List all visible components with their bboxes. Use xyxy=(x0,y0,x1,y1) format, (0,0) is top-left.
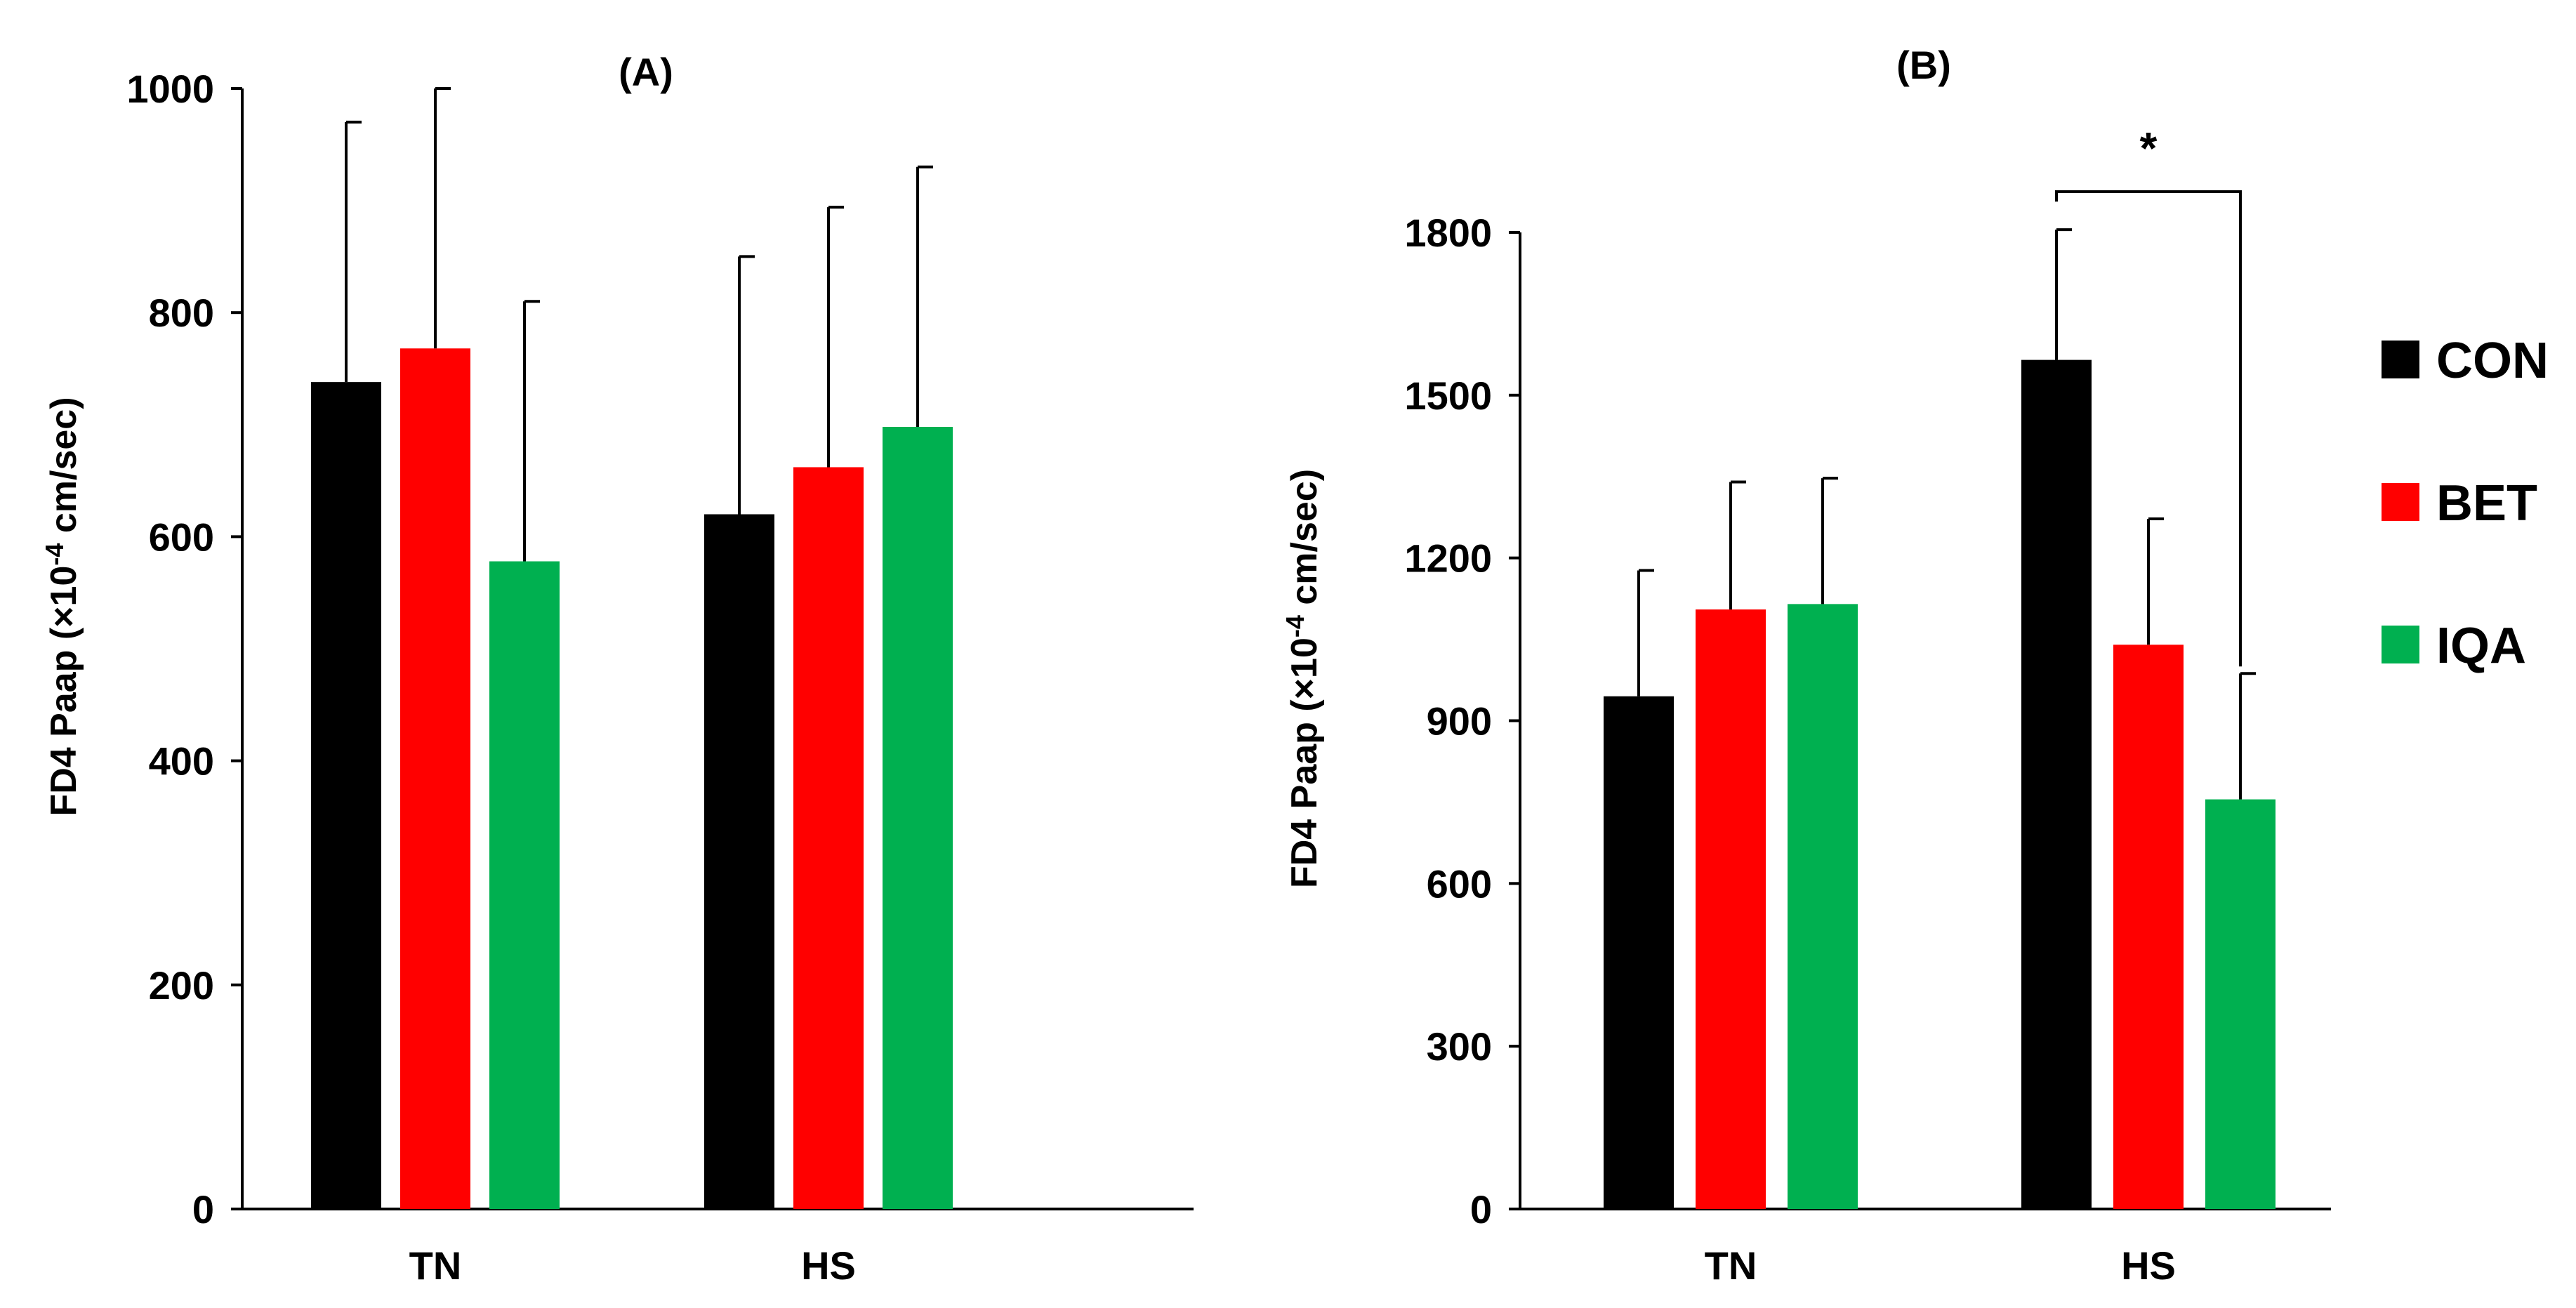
b-y-tick-label-0: 0 xyxy=(1470,1187,1492,1231)
b-bar-iqa-tn xyxy=(1788,604,1858,1209)
a-bar-con-tn xyxy=(311,382,381,1209)
a-bar-iqa-tn xyxy=(489,561,560,1209)
a-y-tick-label-800: 800 xyxy=(149,291,214,335)
b-bar-bet-hs xyxy=(2113,645,2184,1209)
a-y-tick-label-400: 400 xyxy=(149,739,214,784)
legend-swatch-iqa xyxy=(2382,626,2419,663)
b-y-axis-label-main: FD4 Paap (×10 xyxy=(1284,638,1325,888)
b-y-tick-label-300: 300 xyxy=(1427,1024,1492,1069)
a-bar-iqa-hs xyxy=(883,426,953,1210)
b-significance-star: * xyxy=(2140,123,2158,173)
a-y-tick-label-200: 200 xyxy=(149,963,214,1008)
b-x-tick-label-hs: HS xyxy=(2121,1243,2176,1288)
b-y-tick-label-600: 600 xyxy=(1427,861,1492,906)
b-x-tick-label-tn: TN xyxy=(1705,1243,1757,1288)
legend-swatch-con xyxy=(2382,341,2419,378)
a-y-tick-label-1000: 1000 xyxy=(126,67,214,111)
b-significance-bracket xyxy=(2055,190,2242,667)
legend: CON BET IQA xyxy=(2382,333,2549,674)
a-chart-title: (A) xyxy=(619,50,673,94)
legend-swatch-bet xyxy=(2382,483,2419,521)
b-chart-title: (B) xyxy=(1896,43,1951,87)
legend-label-iqa: IQA xyxy=(2436,618,2526,674)
b-bar-bet-tn xyxy=(1696,609,1766,1209)
legend-label-bet: BET xyxy=(2436,475,2537,531)
b-y-axis-label: FD4 Paap (×10-4 cm/sec) xyxy=(1281,469,1325,888)
b-y-axis-label-unit: cm/sec) xyxy=(1284,469,1325,615)
b-y-tick-label-900: 900 xyxy=(1427,699,1492,744)
b-y-tick-label-1500: 1500 xyxy=(1404,374,1492,418)
b-bar-con-hs xyxy=(2021,359,2092,1209)
b-bar-con-tn xyxy=(1604,696,1674,1209)
a-y-axis-label-main: FD4 Paap (×10 xyxy=(44,566,84,817)
a-y-axis-label-exp: -4 xyxy=(40,543,69,566)
a-bar-bet-tn xyxy=(400,348,470,1210)
a-y-tick-label-600: 600 xyxy=(149,515,214,559)
b-y-axis-label-exp: -4 xyxy=(1281,615,1309,638)
a-y-tick-label-0: 0 xyxy=(192,1187,214,1231)
chart-b: (B) 0 300 600 900 1200 1500 1800 FD4 Paap (×10-4… xyxy=(1281,43,2331,1288)
chart-a: (A) 0 200 400 600 800 1000 FD4 Paap (×10-4 cm/s… xyxy=(40,50,1194,1288)
a-bar-bet-hs xyxy=(793,467,864,1209)
a-y-axis-label: FD4 Paap (×10-4 cm/sec) xyxy=(40,397,84,816)
a-x-tick-label-tn: TN xyxy=(409,1243,462,1288)
a-y-axis-label-unit: cm/sec) xyxy=(44,397,84,543)
b-bar-iqa-hs xyxy=(2205,799,2276,1209)
legend-label-con: CON xyxy=(2436,333,2549,389)
a-bar-con-hs xyxy=(704,514,774,1209)
b-y-tick-label-1800: 1800 xyxy=(1404,211,1492,255)
a-x-tick-label-hs: HS xyxy=(801,1243,856,1288)
b-y-tick-label-1200: 1200 xyxy=(1404,536,1492,581)
